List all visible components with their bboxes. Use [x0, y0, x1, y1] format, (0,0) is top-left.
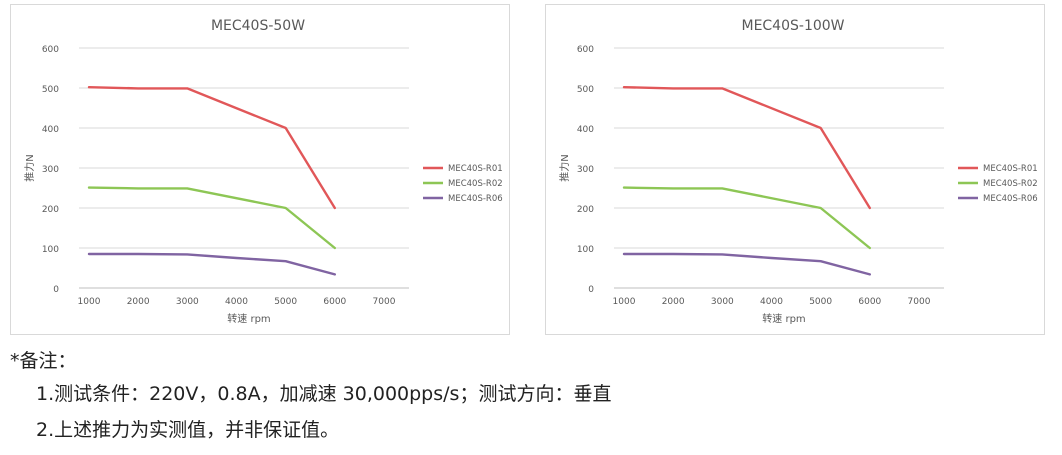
legend-label: MEC40S-R06 [983, 194, 1038, 204]
x-tick-label: 2000 [127, 297, 150, 307]
y-tick-label: 500 [42, 85, 59, 95]
x-tick-label: 4000 [760, 297, 783, 307]
legend-label: MEC40S-R06 [448, 194, 503, 204]
y-tick-label: 0 [588, 285, 594, 295]
chart-panel-100w: MEC40S-100W 0 100 200 300 400 500 600 1000 2000 30… [545, 4, 1045, 335]
x-axis-title: 转速 rpm [227, 312, 270, 325]
y-tick-label: 600 [42, 45, 59, 55]
y-axis-title: 推力N [23, 154, 36, 181]
y-tick-label: 300 [577, 165, 594, 175]
note-item-2: 2.上述推力为实测值，并非保证值。 [36, 419, 340, 441]
series-line-mec40s-r02 [87, 186, 336, 250]
series-line-mec40s-r02 [622, 186, 871, 250]
x-tick-label: 6000 [858, 297, 881, 307]
x-tick-label: 4000 [225, 297, 248, 307]
chart-title: MEC40S-100W [741, 18, 844, 34]
series-line-mec40s-r01 [622, 85, 871, 210]
y-tick-label: 100 [577, 245, 594, 255]
series-line-mec40s-r01 [87, 85, 336, 210]
x-tick-label: 5000 [274, 297, 297, 307]
x-tick-label: 1000 [613, 297, 636, 307]
chart-50w: MEC40S-50W 0 100 200 300 400 500 600 1000 2000 300… [23, 18, 503, 325]
x-tick-label: 3000 [176, 297, 199, 307]
legend-label: MEC40S-R01 [983, 164, 1038, 174]
x-tick-label: 7000 [373, 297, 396, 307]
legend-label: MEC40S-R02 [983, 179, 1038, 189]
series-line-mec40s-r06 [622, 252, 871, 276]
x-tick-label: 7000 [908, 297, 931, 307]
legend-label: MEC40S-R01 [448, 164, 503, 174]
x-tick-label: 5000 [809, 297, 832, 307]
notes-section: *备注： 1.测试条件：220V，0.8A，加减速 30,000pps/s；测试… [10, 346, 1050, 448]
y-tick-label: 200 [42, 205, 59, 215]
y-tick-label: 100 [42, 245, 59, 255]
y-tick-label: 600 [577, 45, 594, 55]
y-tick-label: 400 [42, 125, 59, 135]
chart-panel-50w: MEC40S-50W 0 100 200 300 400 500 600 1000 2000 300… [10, 4, 510, 335]
x-tick-label: 6000 [323, 297, 346, 307]
series-line-mec40s-r06 [87, 252, 336, 276]
x-axis-title: 转速 rpm [762, 312, 805, 325]
y-tick-label: 0 [53, 285, 59, 295]
chart-100w: MEC40S-100W 0 100 200 300 400 500 600 1000 2000 30… [558, 18, 1038, 325]
note-item-1: 1.测试条件：220V，0.8A，加减速 30,000pps/s；测试方向：垂直 [36, 383, 612, 405]
chart-title: MEC40S-50W [211, 18, 305, 34]
x-tick-label: 1000 [78, 297, 101, 307]
y-tick-label: 500 [577, 85, 594, 95]
legend-label: MEC40S-R02 [448, 179, 503, 189]
y-axis-title: 推力N [558, 154, 571, 181]
y-tick-label: 200 [577, 205, 594, 215]
y-tick-label: 300 [42, 165, 59, 175]
x-tick-label: 3000 [711, 297, 734, 307]
x-tick-label: 2000 [662, 297, 685, 307]
y-tick-label: 400 [577, 125, 594, 135]
notes-heading: *备注： [10, 350, 77, 372]
